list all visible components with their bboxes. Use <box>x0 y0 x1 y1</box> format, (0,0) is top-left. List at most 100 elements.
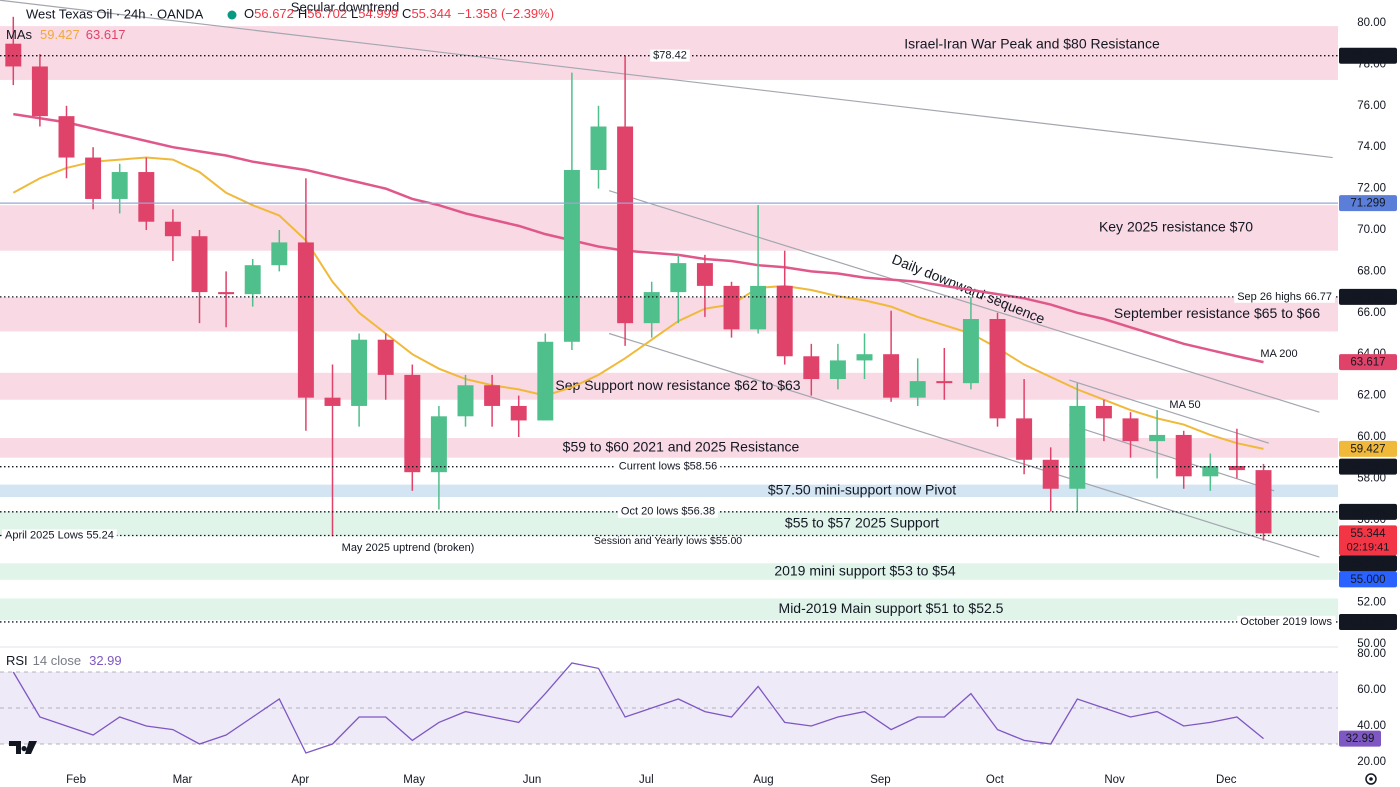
candle-body <box>537 341 554 421</box>
level-label: Sep 26 highs 66.77 <box>1237 291 1332 303</box>
candle-body <box>829 360 846 380</box>
quote: O56.672 H56.702 L54.999 C55.344 −1.358 (−2.3… <box>244 6 554 21</box>
rsi-tick-label: 20.00 <box>1357 756 1386 768</box>
y-tick-label: 50.00 <box>1357 638 1386 650</box>
candle-body <box>1255 470 1272 534</box>
status-dot <box>227 10 237 20</box>
x-tick-label: Apr <box>291 774 309 786</box>
quote-key: C <box>402 6 411 21</box>
zone-label: Israel-Iran War Peak and $80 Resistance <box>904 36 1160 52</box>
level-label: $78.42 <box>653 50 687 62</box>
annotation: May 2025 uptrend (broken) <box>342 542 475 554</box>
zone <box>0 484 1338 498</box>
zone-label: 2019 mini support $53 to $54 <box>774 562 956 578</box>
rsi-tick-label: 60.00 <box>1357 684 1386 696</box>
ma-legend: MAs 59.427 63.617 <box>6 27 126 42</box>
rsi-line <box>12 662 1264 754</box>
zone <box>0 598 1338 621</box>
candle-body <box>1016 418 1033 460</box>
x-tick-label: May <box>403 774 425 786</box>
y-tick-label: 52.00 <box>1357 597 1386 609</box>
price-badge-label: 66.769 <box>1350 291 1385 303</box>
zone-label: $59 to $60 2021 and 2025 Resistance <box>563 439 800 455</box>
candle-body <box>31 66 48 117</box>
axes: 50.0052.0054.0056.0058.0060.0062.0064.00… <box>66 17 1397 786</box>
candle-body <box>1175 434 1192 477</box>
zone <box>0 563 1338 580</box>
countdown: 02:19:41 <box>1347 541 1390 553</box>
rsi-badge <box>1339 730 1381 747</box>
y-tick-label: 58.00 <box>1357 472 1386 484</box>
time-axis <box>0 766 1400 787</box>
x-tick-label: Oct <box>986 774 1005 786</box>
price-badge <box>1339 440 1397 457</box>
candle-body <box>1149 434 1166 442</box>
candle-body <box>271 242 288 266</box>
symbol-title: West Texas Oil · 24h · OANDA <box>26 6 204 21</box>
price-badge <box>1339 195 1397 212</box>
candle-body <box>643 292 660 324</box>
candle-body <box>484 385 501 406</box>
trendline <box>1069 379 1270 444</box>
price-badge <box>1339 354 1397 371</box>
price-badge-label: 59.427 <box>1350 443 1385 455</box>
candle-body <box>138 172 155 222</box>
candle-body <box>457 385 474 417</box>
level-label-bg <box>2 529 117 542</box>
candle-body <box>510 405 527 421</box>
candle-body <box>856 354 873 361</box>
zone-label: September resistance $65 to $66 <box>1114 305 1320 321</box>
trendline-label: Secular downtrend <box>291 0 399 14</box>
quote-change: −1.358 (−2.39%) <box>457 6 554 21</box>
level-label-bg <box>615 460 721 473</box>
x-tick-label: Feb <box>66 774 86 786</box>
candle-body <box>244 265 261 295</box>
candle-body <box>377 339 394 375</box>
level-label-bg <box>650 49 690 62</box>
rsi-legend: RSI 14 close 32.99 <box>6 653 122 668</box>
candle-body <box>962 319 979 384</box>
y-tick-label: 68.00 <box>1357 265 1386 277</box>
price-badge <box>1339 525 1397 556</box>
settings-icon[interactable] <box>1365 773 1377 785</box>
candle-body <box>776 285 793 357</box>
candle-body <box>696 263 713 286</box>
price-badge-label: 78.420 <box>1350 50 1385 62</box>
level-label-bg <box>1237 615 1336 628</box>
x-tick-label: Sep <box>870 774 890 786</box>
gear-center <box>1369 777 1373 781</box>
y-tick-label: 74.00 <box>1357 141 1386 153</box>
candle-body <box>563 169 580 342</box>
level-label-bg <box>1234 290 1335 303</box>
zone <box>0 438 1338 458</box>
level-label: Oct 20 lows $56.38 <box>621 506 715 518</box>
candle-body <box>750 285 767 330</box>
gear[interactable] <box>1365 773 1377 785</box>
quote-value: 55.344 <box>411 6 451 21</box>
rsi-label: RSI <box>6 653 28 668</box>
candle-body <box>617 126 634 324</box>
x-tick-label: Jun <box>523 774 542 786</box>
rsi-params: 14 close <box>33 653 81 668</box>
candle-body <box>670 263 687 293</box>
price-badge-label: 55.242 <box>1350 558 1385 570</box>
zone-label: $57.50 mini-support now Pivot <box>768 482 956 498</box>
candle-body <box>1122 418 1139 442</box>
price-badge <box>1339 571 1397 588</box>
candle-body <box>1095 405 1112 419</box>
candle-body <box>1069 405 1086 489</box>
price-axis <box>1338 0 1400 787</box>
ma-line <box>12 156 1264 450</box>
candle-body <box>111 172 128 199</box>
x-tick-label: Dec <box>1216 774 1237 786</box>
candle-body <box>1202 465 1219 477</box>
candle-body <box>58 116 75 158</box>
y-tick-label: 76.00 <box>1357 100 1386 112</box>
price-badge <box>1339 613 1397 630</box>
ma-label: MA 200 <box>1260 348 1297 360</box>
logo <box>9 741 37 754</box>
ma-label: MA 50 <box>1169 399 1200 411</box>
zone <box>0 297 1338 332</box>
x-tick-label: Mar <box>173 774 193 786</box>
